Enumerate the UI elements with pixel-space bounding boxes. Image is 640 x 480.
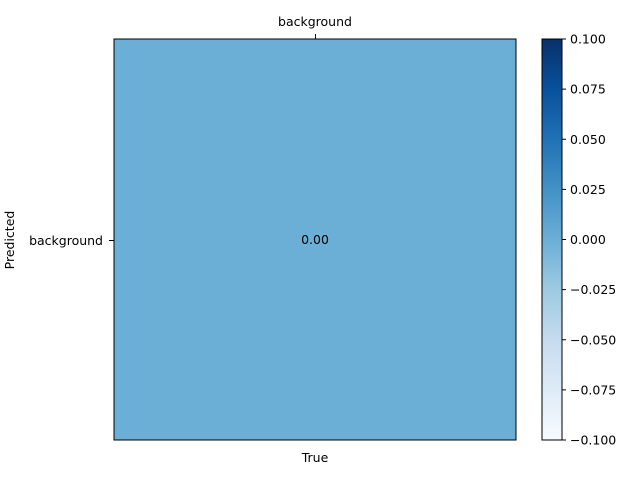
colorbar-tick-label: 0.025 bbox=[570, 182, 606, 197]
colorbar-tick-label: −0.075 bbox=[570, 382, 616, 397]
colorbar-tick-label: 0.050 bbox=[570, 132, 606, 147]
colorbar-tick-label: 0.100 bbox=[570, 32, 606, 47]
x-tick-label: background bbox=[278, 14, 352, 29]
colorbar-tick-label: −0.050 bbox=[570, 332, 616, 347]
y-tick-label: background bbox=[29, 233, 103, 248]
colorbar-tick-label: −0.100 bbox=[570, 433, 616, 448]
colorbar bbox=[542, 39, 562, 440]
y-axis-label: Predicted bbox=[2, 211, 17, 270]
colorbar-tick-label: 0.075 bbox=[570, 82, 606, 97]
x-axis-label: True bbox=[301, 450, 329, 465]
colorbar-tick-label: −0.025 bbox=[570, 282, 616, 297]
heatmap-cell bbox=[114, 39, 516, 440]
colorbar-ticks: 0.100 0.075 0.050 0.025 0.000 −0.025 −0.050 −0.… bbox=[562, 32, 616, 448]
cell-value-label: 0.00 bbox=[301, 232, 329, 247]
colorbar-tick-label: 0.000 bbox=[570, 232, 606, 247]
